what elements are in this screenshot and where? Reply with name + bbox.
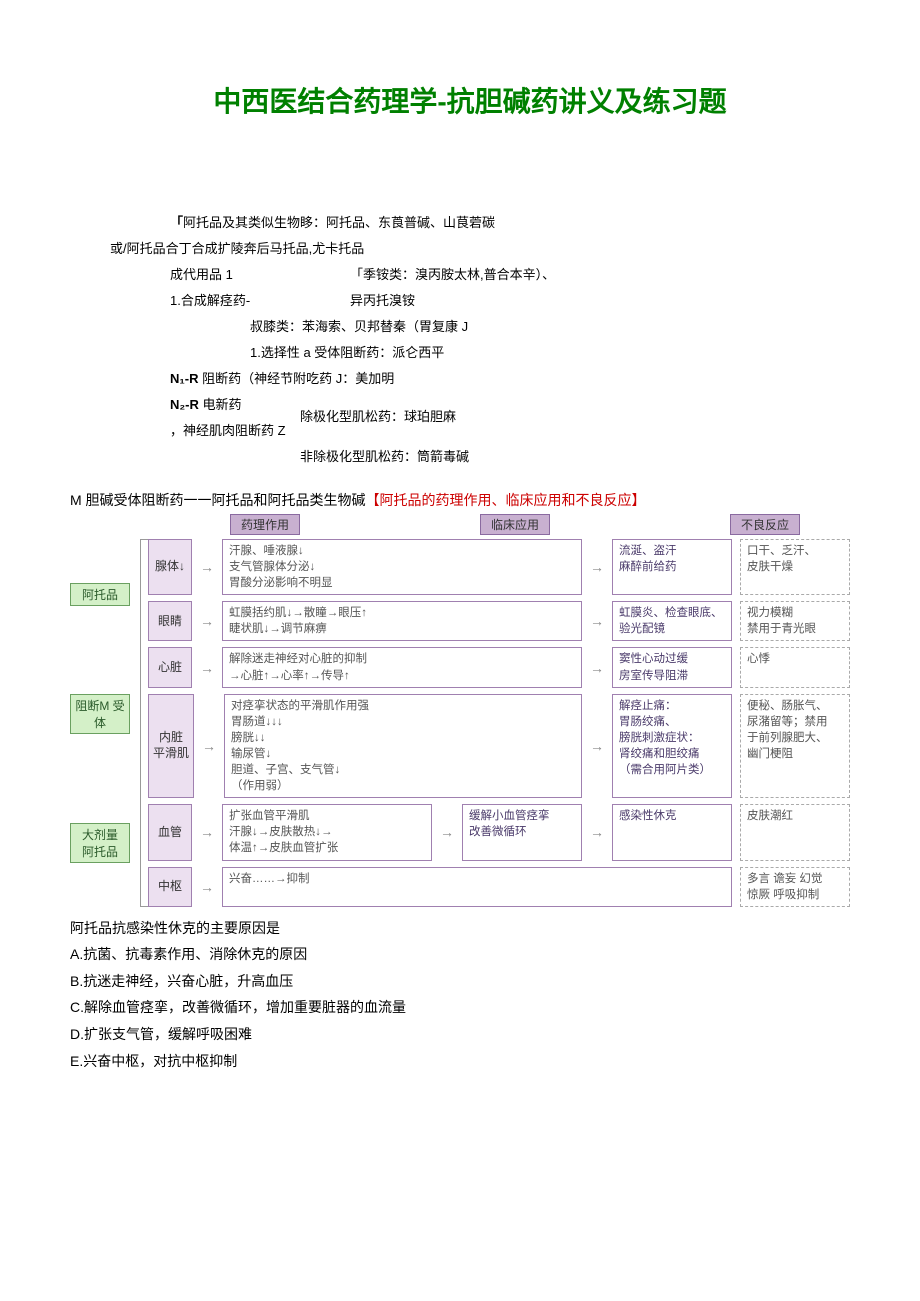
row-pharm: 解除迷走神经对心脏的抑制 →心脏↑→心率↑→传导↑ (222, 647, 582, 687)
section-black: M 胆碱受体阻断药一一阿托品和阿托品类生物碱 (70, 492, 366, 508)
row-adverse: 皮肤潮红 (740, 804, 850, 860)
option-e: E.兴奋中枢，对抗中枢抑制 (70, 1048, 870, 1075)
arrow-icon: → (200, 613, 214, 629)
row-clinical2: 感染性休克 (612, 804, 732, 860)
option-b: B.抗迷走神经，兴奋心脏，升高血压 (70, 968, 870, 995)
outline-l8c: 除极化型肌松药：球珀胆麻 (300, 392, 456, 444)
outline-l6: 1.选择性 a 受体阻断药：派仑西平 (250, 340, 870, 366)
arrow-icon: → (200, 824, 214, 840)
tag-atropine: 阿托品 (70, 583, 130, 606)
row-pharm: 汗腺、唾液腺↓ 支气管腺体分泌↓ 胃酸分泌影响不明显 (222, 539, 582, 595)
arrow-icon: → (590, 660, 604, 676)
outline-l5: 叔膝类：苯海索、贝邦替秦（胃复康 J (250, 314, 870, 340)
row-label: 血管 (148, 804, 192, 860)
diagram-row: 腺体↓ → 汗腺、唾液腺↓ 支气管腺体分泌↓ 胃酸分泌影响不明显 → 流涎、盗汗 麻醉前… (148, 539, 850, 595)
row-clinical: 窦性心动过缓 房室传导阻滞 (612, 647, 732, 687)
diagram-row: 中枢 → 兴奋……→抑制多言 谵妄 幻觉 惊厥 呼吸抑制 (148, 867, 850, 907)
outline-l7b: N₁-R (170, 371, 198, 386)
outline-l1p: 「 (170, 215, 183, 230)
outline-l8ab: N₂-R (170, 397, 199, 412)
outline-l4a: 1.合成解痉药- (170, 288, 350, 314)
outline-l9: 非除极化型肌松药：筒箭毒碱 (300, 444, 870, 470)
question-block: 阿托品抗感染性休克的主要原因是 A.抗菌、抗毒素作用、消除休克的原因 B.抗迷走… (70, 915, 870, 1075)
arrow-icon: → (202, 738, 216, 754)
arrow-icon: → (590, 559, 604, 575)
tag-block-m: 阻断M 受体 (70, 694, 130, 734)
bracket (140, 539, 148, 907)
row-label: 心脏 (148, 647, 192, 687)
outline-l3b: 「季铵类：溴丙胺太林,普合本辛）、 (350, 262, 555, 288)
outline-l8b: ，神经肌肉阻断药 Z (170, 423, 286, 438)
row-label: 腺体↓ (148, 539, 192, 595)
outline-l8a: 电新药 (199, 397, 242, 412)
outline-l3a: 成代用品 1 (170, 262, 350, 288)
row-adverse: 多言 谵妄 幻觉 惊厥 呼吸抑制 (740, 867, 850, 907)
arrow-icon: → (440, 824, 454, 840)
row-label: 中枢 (148, 867, 192, 907)
row-adverse: 视力模糊 禁用于青光眼 (740, 601, 850, 641)
question-stem: 阿托品抗感染性休克的主要原因是 (70, 915, 870, 942)
outline-l2: 或/阿托品合丁合成扩陵奔后马托品,尤卡托品 (110, 236, 870, 262)
outline-l1: 阿托品及其类似生物眵：阿托品、东莨普碱、山茛菪碳 (183, 215, 495, 230)
row-adverse: 口干、乏汗、 皮肤干燥 (740, 539, 850, 595)
row-clinical: 虹膜炎、检查眼底、 验光配镜 (612, 601, 732, 641)
arrow-icon: → (590, 824, 604, 840)
row-pharm: 对痉挛状态的平滑肌作用强 胃肠道↓↓↓ 膀胱↓↓ 输尿管↓ 胆道、子宫、支气管↓… (224, 694, 582, 799)
arrow-icon: → (590, 738, 604, 754)
row-pharm: 兴奋……→抑制 (222, 867, 732, 907)
row-label: 眼睛 (148, 601, 192, 641)
header-pharm: 药理作用 (230, 514, 300, 535)
row-adverse: 心悸 (740, 647, 850, 687)
classification-outline: 「阿托品及其类似生物眵：阿托品、东莨普碱、山茛菪碳 或/阿托品合丁合成扩陵奔后马… (70, 210, 870, 470)
outline-l4b: 异丙托溴铵 (350, 288, 415, 314)
tag-high-dose: 大剂量 阿托品 (70, 823, 130, 863)
diagram-row: 心脏 → 解除迷走神经对心脏的抑制 →心脏↑→心率↑→传导↑ → 窦性心动过缓 房室传导… (148, 647, 850, 687)
row-pharm: 扩张血管平滑肌 汗腺↓→皮肤散热↓→ 体温↑→皮肤血管扩张 (222, 804, 432, 860)
arrow-icon: → (200, 660, 214, 676)
row-label: 内脏 平滑肌 (148, 694, 194, 799)
diagram-row: 血管 → 扩张血管平滑肌 汗腺↓→皮肤散热↓→ 体温↑→皮肤血管扩张 → 缓解小血管痉挛… (148, 804, 850, 860)
atropine-diagram: 药理作用 临床应用 不良反应 阿托品 阻断M 受体 大剂量 阿托品 腺体↓ → 汗腺… (70, 514, 850, 907)
page-title: 中西医结合药理学-抗胆碱药讲义及练习题 (70, 80, 870, 120)
row-clinical: 流涎、盗汗 麻醉前给药 (612, 539, 732, 595)
header-clinical: 临床应用 (480, 514, 550, 535)
option-c: C.解除血管痉挛，改善微循环，增加重要脏器的血流量 (70, 994, 870, 1021)
row-pharm: 虹膜括约肌↓→散瞳→眼压↑ 睫状肌↓→调节麻痹 (222, 601, 582, 641)
option-a: A.抗菌、抗毒素作用、消除休克的原因 (70, 941, 870, 968)
section-title: M 胆碱受体阻断药一一阿托品和阿托品类生物碱【阿托品的药理作用、临床应用和不良反… (70, 490, 870, 510)
diagram-row: 眼睛 → 虹膜括约肌↓→散瞳→眼压↑ 睫状肌↓→调节麻痹 → 虹膜炎、检查眼底、 验光配… (148, 601, 850, 641)
arrow-icon: → (590, 613, 604, 629)
outline-l7a: 阻断药（神经节附吃药 J：美加明 (198, 371, 394, 386)
row-clinical: 缓解小血管痉挛 改善微循环 (462, 804, 582, 860)
row-adverse: 便秘、肠胀气、 尿潴留等；禁用 于前列腺肥大、 幽门梗阻 (740, 694, 850, 799)
section-red: 【阿托品的药理作用、临床应用和不良反应】 (366, 492, 646, 508)
arrow-icon: → (200, 559, 214, 575)
diagram-row: 内脏 平滑肌 → 对痉挛状态的平滑肌作用强 胃肠道↓↓↓ 膀胱↓↓ 输尿管↓ 胆道、… (148, 694, 850, 799)
option-d: D.扩张支气管，缓解呼吸困难 (70, 1021, 870, 1048)
row-clinical: 解痉止痛： 胃肠绞痛、 膀胱刺激症状： 肾绞痛和胆绞痛 （需合用阿片类） (612, 694, 732, 799)
arrow-icon: → (200, 879, 214, 895)
header-adverse: 不良反应 (730, 514, 800, 535)
